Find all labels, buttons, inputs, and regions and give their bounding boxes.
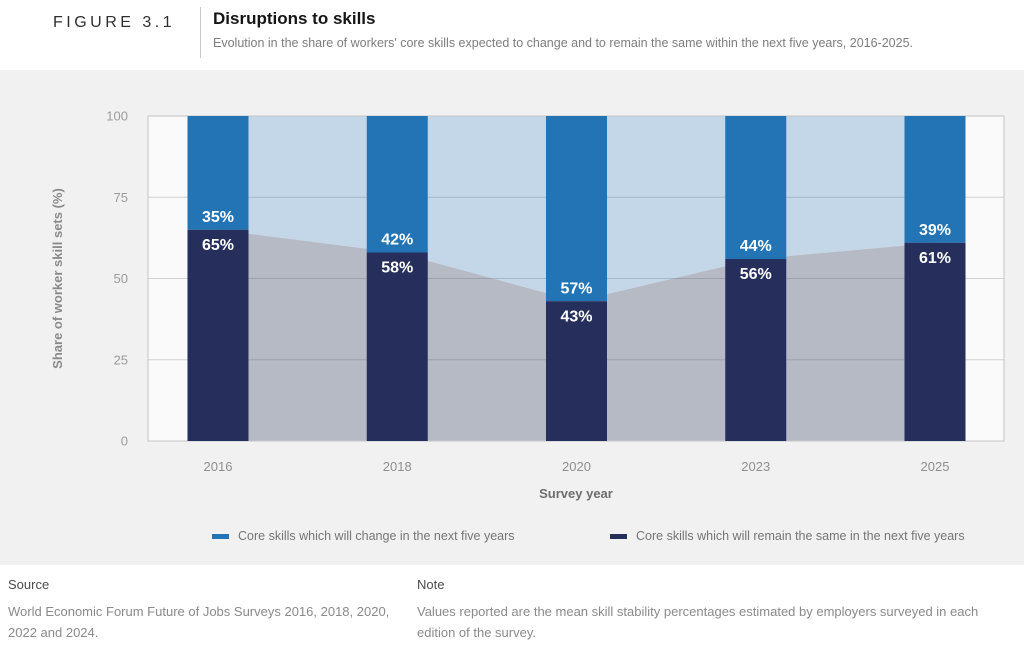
legend-item-change: Core skills which will change in the nex…: [212, 529, 515, 543]
ytick-75: 75: [114, 190, 128, 205]
x-axis-title: Survey year: [539, 486, 613, 501]
header-titles: Disruptions to skills Evolution in the s…: [213, 9, 1004, 50]
value-label-change-2020: 57%: [560, 280, 592, 297]
value-label-change-2016: 35%: [202, 209, 234, 226]
note-block: Note Values reported are the mean skill …: [417, 577, 995, 649]
xtick-2018: 2018: [383, 459, 412, 474]
source-label: Source: [8, 577, 50, 592]
ytick-50: 50: [114, 271, 128, 286]
legend-swatch-remain-icon: [610, 533, 627, 539]
legend-swatch-change-icon: [212, 533, 229, 539]
figure-footer: Source World Economic Forum Future of Jo…: [0, 565, 1024, 649]
value-label-change-2018: 42%: [381, 232, 413, 249]
source-text: World Economic Forum Future of Jobs Surv…: [8, 604, 390, 640]
source-block: Source World Economic Forum Future of Jo…: [8, 577, 398, 649]
value-label-remain-2023: 56%: [740, 266, 772, 283]
bar-change-2025: [904, 116, 966, 243]
xtick-2023: 2023: [741, 459, 770, 474]
ytick-25: 25: [114, 352, 128, 367]
xtick-2025: 2025: [921, 459, 950, 474]
bar-change-2016: [187, 116, 249, 230]
figure-number: FIGURE 3.1: [53, 14, 176, 31]
bar-remain-2016: [187, 229, 249, 441]
xtick-2020: 2020: [562, 459, 591, 474]
bar-remain-2018: [366, 252, 428, 441]
bar-change-2020: [546, 116, 607, 302]
ytick-0: 0: [121, 434, 128, 449]
value-label-remain-2018: 58%: [381, 260, 413, 277]
value-label-change-2025: 39%: [919, 222, 951, 239]
bar-remain-2020: [546, 301, 607, 441]
figure-subtitle: Evolution in the share of workers' core …: [213, 36, 913, 50]
bar-change-2023: [725, 116, 787, 259]
value-label-change-2023: 44%: [740, 238, 772, 255]
y-axis-title: Share of worker skill sets (%): [50, 188, 65, 369]
chart-panel: 35% 65% 42% 58% 57% 43% 44% 56% 39% 61% 0 25 50 75 100…: [0, 70, 1024, 565]
header-divider: [200, 7, 201, 58]
value-label-remain-2020: 43%: [560, 308, 592, 325]
legend-label-remain: Core skills which will remain the same i…: [636, 529, 965, 543]
figure-header: FIGURE 3.1 Disruptions to skills Evoluti…: [0, 0, 1024, 70]
figure-title: Disruptions to skills: [213, 9, 376, 28]
bar-change-2018: [366, 116, 428, 253]
note-text: Values reported are the mean skill stabi…: [417, 604, 979, 640]
note-label: Note: [417, 577, 445, 592]
xtick-2016: 2016: [204, 459, 233, 474]
chart-svg: 35% 65% 42% 58% 57% 43% 44% 56% 39% 61% 0 25 50 75 100…: [50, 109, 1005, 501]
value-label-remain-2025: 61%: [919, 250, 951, 267]
bar-remain-2023: [725, 259, 787, 441]
bar-remain-2025: [904, 242, 966, 441]
value-label-remain-2016: 65%: [202, 237, 234, 254]
ytick-100: 100: [106, 109, 128, 124]
legend-item-remain: Core skills which will remain the same i…: [610, 529, 965, 543]
legend-label-change: Core skills which will change in the nex…: [238, 529, 515, 543]
